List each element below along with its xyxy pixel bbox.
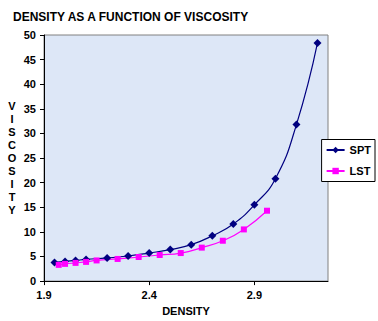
- svg-text:T: T: [9, 191, 16, 203]
- svg-text:Y: Y: [8, 204, 16, 216]
- svg-text:LST: LST: [350, 165, 371, 177]
- svg-text:I: I: [10, 113, 13, 125]
- svg-text:S: S: [8, 126, 15, 138]
- svg-text:S: S: [8, 165, 15, 177]
- svg-text:30: 30: [24, 127, 36, 139]
- svg-text:SPT: SPT: [350, 144, 372, 156]
- svg-text:25: 25: [24, 152, 36, 164]
- svg-text:20: 20: [24, 177, 36, 189]
- svg-text:O: O: [8, 152, 17, 164]
- svg-text:V: V: [8, 100, 16, 112]
- svg-text:DENSITY: DENSITY: [162, 305, 210, 317]
- svg-text:C: C: [8, 139, 16, 151]
- svg-text:1.9: 1.9: [36, 289, 51, 301]
- svg-text:35: 35: [24, 103, 36, 115]
- svg-text:5: 5: [30, 250, 36, 262]
- svg-text:45: 45: [24, 54, 36, 66]
- svg-text:0: 0: [30, 275, 36, 287]
- svg-text:10: 10: [24, 226, 36, 238]
- svg-text:50: 50: [24, 29, 36, 41]
- svg-text:2.9: 2.9: [247, 289, 262, 301]
- svg-text:I: I: [10, 178, 13, 190]
- svg-text:15: 15: [24, 201, 36, 213]
- svg-text:2.4: 2.4: [142, 289, 158, 301]
- svg-text:40: 40: [24, 78, 36, 90]
- svg-text:DENSITY AS A FUNCTION OF VISCO: DENSITY AS A FUNCTION OF VISCOSITY: [13, 10, 248, 24]
